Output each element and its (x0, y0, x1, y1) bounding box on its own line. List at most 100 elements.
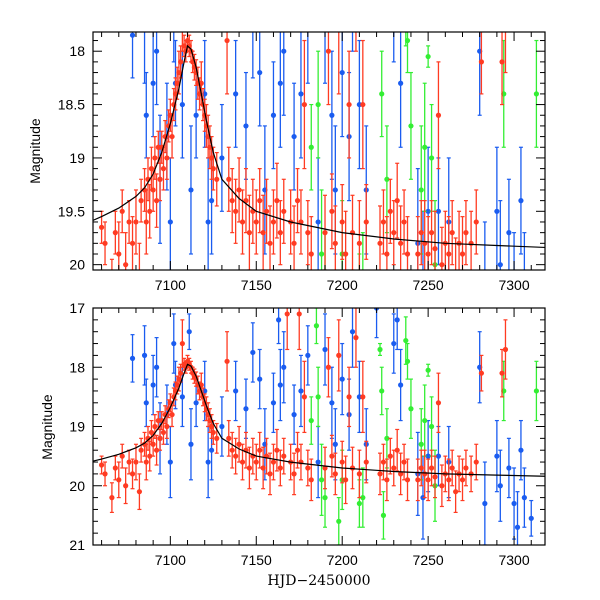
green-marker (403, 1, 408, 6)
red-marker (473, 219, 479, 225)
blue-marker (243, 406, 249, 412)
red-marker (356, 471, 362, 477)
green-data-point (360, 467, 366, 528)
blue-data-point (494, 146, 500, 270)
red-marker (153, 198, 160, 204)
green-data-point (308, 396, 314, 445)
blue-marker (277, 80, 283, 86)
red-marker (157, 176, 163, 182)
blue-marker (233, 91, 239, 97)
red-data-point (233, 437, 239, 475)
red-marker (384, 251, 390, 257)
red-data-point (363, 184, 369, 260)
blue-marker (511, 500, 517, 507)
blue-data-point (305, 325, 311, 386)
blue-data-point (291, 384, 297, 445)
red-data-point (377, 205, 383, 270)
red-marker (267, 471, 273, 477)
red-data-point (425, 216, 431, 270)
red-data-point (253, 443, 259, 481)
red-data-point (277, 449, 283, 487)
blue-marker (482, 500, 488, 507)
blue-marker (186, 329, 192, 335)
red-marker (133, 459, 139, 465)
red-data-point (226, 146, 232, 212)
red-marker (325, 48, 332, 54)
red-marker (353, 335, 359, 341)
blue-data-point (233, 39, 239, 148)
green-data-point (428, 396, 435, 457)
red-data-point (224, 32, 230, 95)
red-marker (150, 187, 156, 193)
red-data-point (322, 446, 328, 490)
red-marker (210, 166, 216, 172)
red-data-point (112, 210, 118, 255)
blue-marker (270, 112, 277, 118)
red-data-point (463, 449, 469, 487)
red-marker (126, 219, 132, 225)
red-data-point (425, 458, 431, 502)
red-data-point (432, 455, 438, 499)
red-data-point (291, 452, 297, 496)
blue-marker (188, 441, 194, 447)
red-data-point (157, 157, 163, 202)
red-marker (387, 453, 393, 459)
blue-marker (398, 382, 404, 388)
red-marker (160, 166, 167, 172)
red-data-point (343, 455, 349, 505)
red-data-point (274, 162, 280, 239)
red-marker (160, 429, 167, 436)
red-marker (439, 483, 445, 489)
red-marker (401, 219, 407, 225)
red-marker (329, 208, 335, 214)
red-marker (152, 155, 158, 161)
red-marker (147, 453, 153, 459)
red-marker (296, 311, 302, 317)
red-marker (260, 465, 266, 471)
red-marker (164, 155, 170, 161)
red-data-point (274, 428, 280, 472)
red-marker (332, 240, 338, 246)
red-data-point (138, 178, 144, 223)
red-data-point (270, 189, 277, 255)
green-marker (408, 123, 414, 129)
red-marker (274, 447, 280, 453)
blue-data-point (482, 221, 487, 270)
green-data-point (377, 9, 382, 30)
blue-marker (322, 17, 327, 22)
red-data-point (387, 437, 393, 475)
red-data-point (229, 431, 235, 469)
red-data-point (435, 372, 442, 434)
red-data-point (260, 194, 266, 270)
red-marker (343, 477, 349, 483)
blue-marker (398, 80, 404, 86)
red-marker (143, 459, 149, 465)
blue-data-point (186, 313, 192, 351)
red-marker (422, 471, 428, 477)
red-data-point (308, 458, 314, 502)
blue-data-point (281, 331, 287, 404)
red-marker (257, 198, 263, 204)
blue-marker (494, 453, 500, 459)
blue-marker (171, 340, 177, 347)
red-marker (116, 251, 122, 257)
red-marker (377, 240, 383, 246)
red-marker (277, 230, 283, 236)
blue-marker (281, 364, 287, 370)
blue-data-point (497, 449, 503, 522)
red-data-point (226, 419, 232, 457)
red-data-point (150, 431, 156, 457)
red-marker (236, 187, 242, 193)
red-data-point (169, 402, 175, 428)
red-data-point (214, 152, 220, 207)
red-data-point (277, 200, 283, 266)
red-marker (169, 412, 175, 418)
green-marker (360, 495, 366, 501)
red-marker (109, 283, 114, 288)
blue-data-point (276, 308, 282, 345)
red-marker (138, 198, 144, 204)
blue-data-point (322, 313, 328, 386)
green-data-point (379, 50, 385, 138)
red-marker (150, 441, 156, 447)
red-data-point (453, 470, 459, 514)
